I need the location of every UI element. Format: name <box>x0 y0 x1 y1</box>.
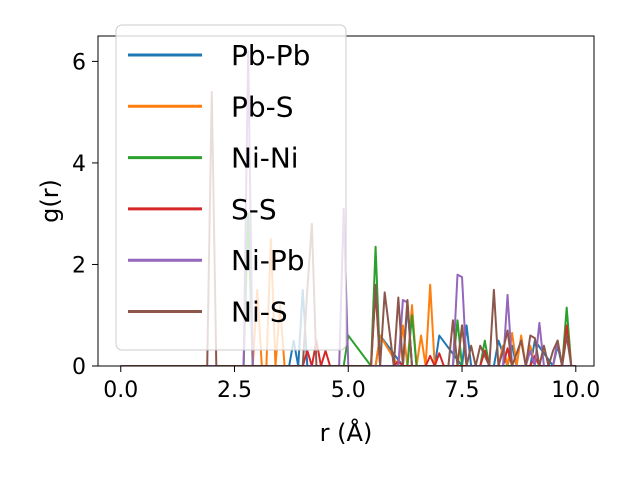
x-tick-label: 5.0 <box>331 378 366 403</box>
y-axis-label: g(r) <box>36 179 64 223</box>
y-tick-label: 6 <box>72 50 86 75</box>
y-tick-label: 0 <box>72 355 86 380</box>
x-axis: 0.0 2.5 5.0 7.5 10.0 <box>103 366 600 403</box>
legend-label-pb-pb: Pb-Pb <box>231 39 310 72</box>
legend: Pb-Pb Pb-S Ni-Ni S-S Ni-Pb Ni-S <box>115 24 347 351</box>
y-axis: 0 2 4 6 <box>72 50 98 380</box>
x-tick-label: 2.5 <box>217 378 252 403</box>
y-tick-label: 4 <box>72 152 86 177</box>
x-tick-label: 0.0 <box>103 378 138 403</box>
series-line-ni-ni <box>120 212 576 366</box>
x-tick-label: 10.0 <box>551 378 600 403</box>
legend-label-s-s: S-S <box>231 193 277 226</box>
x-tick-label: 7.5 <box>445 378 480 403</box>
legend-label-ni-pb: Ni-Pb <box>231 244 305 277</box>
legend-label-ni-ni: Ni-Ni <box>231 142 299 175</box>
y-tick-label: 2 <box>72 253 86 278</box>
legend-label-pb-s: Pb-S <box>231 90 294 123</box>
x-axis-label: r (Å) <box>320 418 373 447</box>
legend-label-ni-s: Ni-S <box>231 296 288 329</box>
